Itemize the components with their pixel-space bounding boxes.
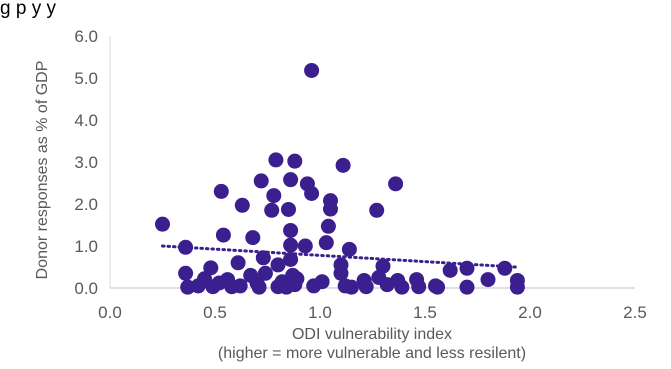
- y-tick-label: 2.0: [74, 195, 98, 214]
- data-point: [442, 262, 458, 278]
- data-point: [234, 197, 250, 213]
- x-tick-label: 2.0: [518, 303, 542, 322]
- data-point: [268, 152, 284, 168]
- data-point: [394, 279, 410, 295]
- data-point: [304, 186, 320, 201]
- data-point: [297, 238, 313, 254]
- data-point: [283, 172, 299, 188]
- data-point: [333, 265, 349, 281]
- data-point: [257, 265, 273, 281]
- data-point: [335, 157, 351, 173]
- y-tick-label: 4.0: [74, 111, 98, 130]
- data-point: [289, 271, 305, 287]
- y-tick-label: 5.0: [74, 69, 98, 88]
- data-point: [369, 202, 385, 218]
- data-point: [178, 265, 194, 281]
- data-point: [155, 216, 170, 232]
- data-point: [266, 188, 282, 204]
- data-point: [232, 278, 248, 294]
- x-tick-label: 1.5: [413, 303, 437, 322]
- y-axis-title: Donor responses as % of GDP: [34, 61, 51, 280]
- trendline-group: [161, 244, 517, 269]
- data-point: [264, 202, 280, 218]
- data-point: [281, 201, 296, 217]
- data-point: [213, 183, 229, 199]
- data-point: [283, 237, 299, 253]
- data-point: [388, 176, 404, 192]
- data-point: [430, 279, 446, 295]
- data-point: [509, 279, 525, 295]
- data-point: [270, 257, 286, 273]
- y-tick-label: 0.0: [74, 279, 98, 298]
- data-point: [245, 230, 261, 246]
- data-point: [341, 241, 357, 257]
- data-point: [251, 279, 267, 295]
- data-points: [155, 62, 525, 295]
- data-point: [314, 274, 330, 290]
- data-point: [255, 250, 271, 266]
- x-tick-label: 1.0: [308, 303, 332, 322]
- data-point: [203, 260, 219, 276]
- x-tick-label: 0.0: [98, 303, 122, 322]
- y-tick-label: 6.0: [74, 27, 98, 46]
- y-tick-label: 1.0: [74, 237, 98, 256]
- data-point: [283, 251, 299, 267]
- trendline: [161, 244, 517, 269]
- data-point: [304, 62, 320, 78]
- chart-title: g p y y: [0, 0, 56, 19]
- x-axis-title-note: (higher = more vulnerable and less resil…: [218, 345, 526, 362]
- x-tick-label: 0.5: [203, 303, 227, 322]
- data-point: [287, 153, 303, 169]
- data-point: [230, 255, 246, 271]
- data-point: [344, 279, 359, 295]
- data-point: [497, 260, 513, 276]
- data-point: [323, 193, 338, 209]
- data-point: [411, 279, 427, 295]
- data-point: [283, 222, 299, 238]
- data-point: [253, 173, 269, 189]
- data-point: [358, 279, 374, 295]
- x-tick-label: 2.5: [623, 303, 647, 322]
- x-tick-labels: 0.0 0.5 1.0 1.5 2.0 2.5: [98, 303, 647, 322]
- y-tick-label: 3.0: [74, 153, 98, 172]
- x-axis-title: ODI vulnerability index: [292, 326, 452, 343]
- data-point: [318, 235, 334, 251]
- data-point: [375, 258, 391, 274]
- data-point: [178, 239, 194, 255]
- data-point: [480, 272, 496, 288]
- y-tick-labels: 0.0 1.0 2.0 3.0 4.0 5.0 6.0: [74, 27, 98, 298]
- data-point: [459, 260, 475, 276]
- data-point: [215, 227, 231, 243]
- data-point: [320, 218, 336, 234]
- data-point: [459, 279, 475, 295]
